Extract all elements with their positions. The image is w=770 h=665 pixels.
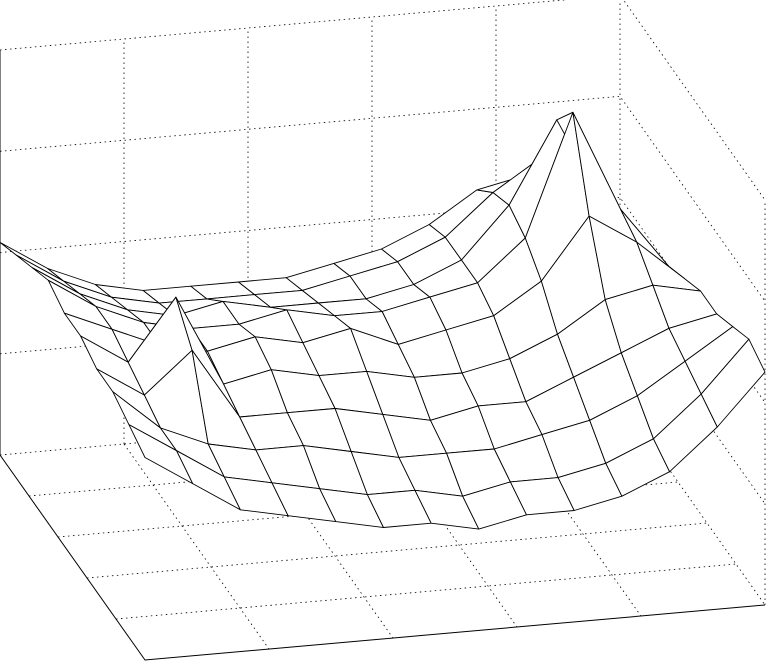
- floor-grid-line: [86, 522, 708, 579]
- floor-edge: [0, 454, 766, 661]
- floor-grid-line: [247, 432, 394, 639]
- surface-cell: [0, 241, 65, 282]
- floor-grid-line: [123, 443, 270, 650]
- surface-cell: [15, 254, 81, 295]
- grid-line: [0, 0, 766, 201]
- floor-grid-line: [115, 563, 737, 620]
- floor-grid-line: [495, 410, 642, 617]
- surface-cell: [700, 338, 766, 428]
